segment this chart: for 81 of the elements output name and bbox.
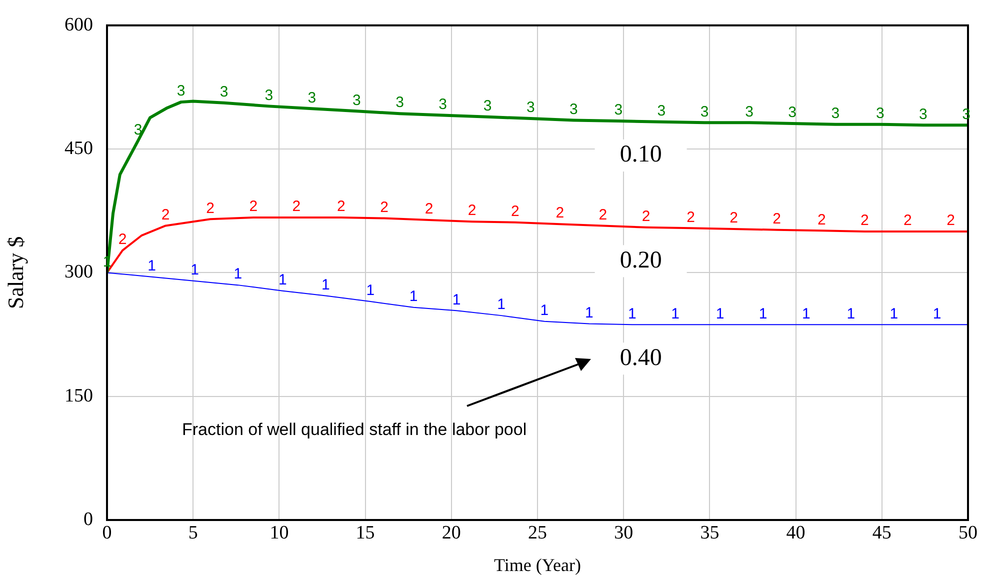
x-tick-label: 5 xyxy=(188,522,198,544)
annotation: 1 xyxy=(234,266,242,283)
annotation: 3 xyxy=(657,102,666,120)
x-axis-title: Time (Year) xyxy=(494,554,582,575)
annotation: 2 xyxy=(730,210,738,227)
annotation: 1 xyxy=(190,262,199,279)
annotation: 1 xyxy=(148,257,156,274)
annotation: 2 xyxy=(946,212,955,230)
annotation: 1 xyxy=(366,282,375,300)
annotation: 3 xyxy=(264,86,274,104)
y-tick-label: 0 xyxy=(84,508,93,530)
annotation: 2 xyxy=(598,206,608,224)
annotation: 1 xyxy=(846,305,856,322)
annotation: 2 xyxy=(337,198,346,216)
annotation: 3 xyxy=(919,106,928,123)
annotation: 2 xyxy=(118,231,127,248)
annotation: 1 xyxy=(758,305,768,322)
annotation: 2 xyxy=(686,208,695,226)
annotation: 2 xyxy=(904,212,912,230)
annotation: 2 xyxy=(424,200,434,218)
annotation: 3 xyxy=(176,82,186,100)
annotation: 3 xyxy=(614,102,623,119)
annotation: 1 xyxy=(452,291,461,308)
annotation: 2 xyxy=(772,210,782,228)
annotation: 1 xyxy=(716,305,724,322)
annotation: 1 xyxy=(584,304,594,322)
series-label: 0.20 xyxy=(620,247,662,274)
annotation: 1 xyxy=(540,302,549,319)
annotation: 1 xyxy=(409,288,418,305)
series-label: 0.10 xyxy=(620,142,662,168)
annotation: 2 xyxy=(249,198,258,216)
x-tick-label: 10 xyxy=(270,522,289,544)
series-label: 0.40 xyxy=(620,344,662,371)
y-tick-label: 450 xyxy=(64,138,93,160)
annotation: 3 xyxy=(308,89,316,106)
annotation: 3 xyxy=(788,104,797,122)
y-tick-label: 300 xyxy=(64,262,93,283)
x-tick-label: 15 xyxy=(356,522,375,544)
annotation: 2 xyxy=(556,204,564,222)
annotation: 3 xyxy=(352,92,361,109)
y-tick-label: 150 xyxy=(64,385,93,406)
annotation: 1 xyxy=(322,276,330,294)
annotation: 3 xyxy=(396,94,404,112)
x-tick-label: 45 xyxy=(872,522,892,544)
x-tick-label: 25 xyxy=(528,522,547,544)
x-tick-label: 35 xyxy=(700,522,720,544)
annotation: 1 xyxy=(932,305,942,322)
annotation: 3 xyxy=(526,99,535,116)
y-axis-title: Salary $ xyxy=(2,236,28,310)
annotation: 3 xyxy=(876,104,884,122)
annotation: 3 xyxy=(569,100,578,118)
annotation: 3 xyxy=(700,103,709,120)
x-tick-label: 50 xyxy=(958,522,978,544)
annotation: 2 xyxy=(817,211,826,228)
annotation: 3 xyxy=(831,104,840,122)
annotation: 1 xyxy=(671,305,680,322)
annotation: 3 xyxy=(483,98,492,115)
y-tick-label: 600 xyxy=(64,14,93,36)
annotation: 3 xyxy=(220,84,228,101)
annotation: 2 xyxy=(860,212,869,230)
annotation: 2 xyxy=(292,198,301,216)
annotation: 3 xyxy=(438,96,447,113)
annotation: 1 xyxy=(497,296,506,314)
annotation: 3 xyxy=(745,103,754,120)
x-tick-label: 40 xyxy=(786,522,806,544)
annotation: Fraction of well qualified staff in the labor pool xyxy=(182,420,527,440)
annotation: 2 xyxy=(380,198,388,216)
x-tick-label: 30 xyxy=(614,522,634,544)
annotation: 1 xyxy=(278,271,287,288)
annotation: 3 xyxy=(134,121,142,138)
annotation: 1 xyxy=(102,253,112,270)
annotation: 2 xyxy=(161,206,170,224)
annotation: 2 xyxy=(510,203,520,220)
annotation: 2 xyxy=(206,200,214,217)
x-tick-label: 0 xyxy=(102,522,112,544)
x-tick-label: 20 xyxy=(442,522,461,544)
annotation: 2 xyxy=(642,208,650,225)
annotation: 1 xyxy=(890,305,898,322)
annotation: 2 xyxy=(468,202,476,220)
annotation: 1 xyxy=(628,305,636,322)
annotation: 1 xyxy=(802,305,810,322)
